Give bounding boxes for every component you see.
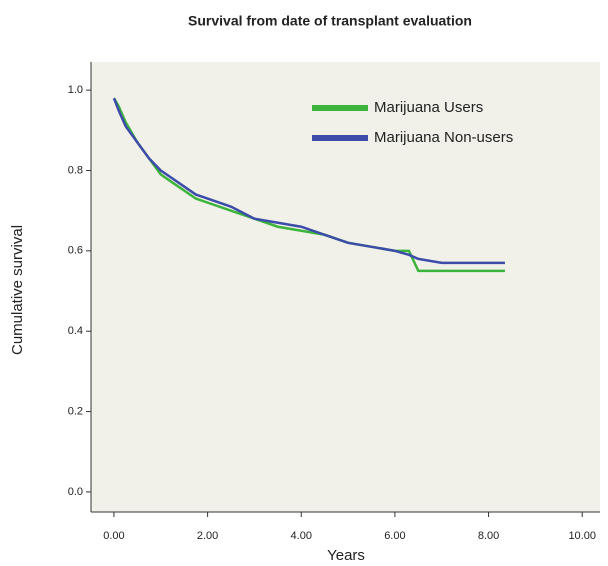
y-tick-label: 0.8 <box>68 164 83 176</box>
y-tick-label: 0.0 <box>68 486 83 498</box>
y-tick-label: 0.6 <box>68 245 83 257</box>
x-tick-label: 8.00 <box>478 530 499 542</box>
x-axis-title: Years <box>327 547 365 564</box>
x-tick-label: 10.00 <box>568 530 596 542</box>
chart-title: Survival from date of transplant evaluat… <box>188 13 472 29</box>
y-tick-label: 1.0 <box>68 84 83 96</box>
y-axis-title: Cumulative survival <box>9 225 26 355</box>
y-tick-label: 0.2 <box>68 405 83 417</box>
x-tick-label: 6.00 <box>384 530 405 542</box>
y-tick-label: 0.4 <box>68 325 83 337</box>
x-tick-label: 4.00 <box>291 530 312 542</box>
survival-line <box>112 97 505 265</box>
x-tick-label: 2.00 <box>197 530 218 542</box>
legend-label: Marijuana Users <box>374 99 483 116</box>
x-tick-label: 0.00 <box>103 530 124 542</box>
legend-label: Marijuana Non-users <box>374 129 513 146</box>
plot-background <box>91 62 600 512</box>
